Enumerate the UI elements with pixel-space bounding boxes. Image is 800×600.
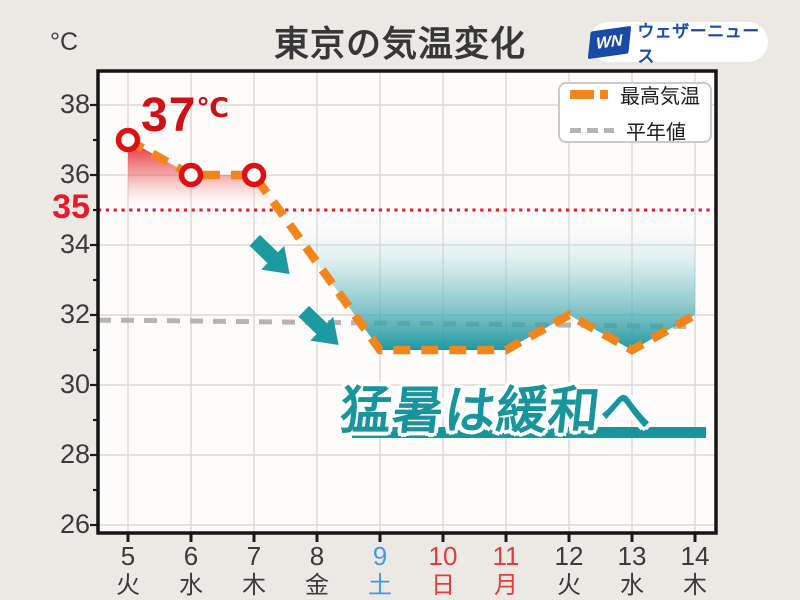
- logo-mark-text: WN: [596, 31, 624, 52]
- legend-label: 最高気温: [620, 86, 700, 108]
- max-temp-line-swatch-icon: [570, 90, 608, 99]
- data-point-marker: [178, 162, 204, 188]
- x-axis-weekday: 月: [494, 572, 518, 599]
- threshold-35-label: 35: [52, 188, 90, 226]
- y-axis-label: 36: [59, 159, 90, 189]
- x-axis-weekday: 水: [179, 572, 203, 599]
- legend-item-normal: 平年値: [570, 116, 700, 145]
- logo-name: ウェザーニュース: [637, 22, 760, 66]
- decline-arrow-icon: [249, 234, 290, 275]
- decline-arrow-icon: [298, 305, 339, 346]
- weathernews-logo: WN ウェザーニュース: [587, 22, 768, 66]
- x-axis-day-number: 10: [428, 541, 458, 571]
- y-axis-label: 26: [59, 509, 90, 539]
- x-axis-day: 13 水: [601, 542, 663, 599]
- peak-unit: ℃: [196, 93, 230, 123]
- legend-item-max-temp: 最高気温: [570, 80, 700, 109]
- legend-label: 平年値: [626, 122, 686, 144]
- peak-temperature-annotation: 37℃: [141, 88, 229, 143]
- x-axis-weekday: 火: [557, 572, 581, 599]
- x-axis-day: 11 月: [475, 542, 537, 599]
- x-axis-day: 10 日: [412, 542, 474, 599]
- x-axis-day-number: 8: [309, 541, 325, 571]
- y-axis-unit: °C: [50, 28, 79, 56]
- heat-easing-message: 猛暑は緩和へ: [337, 382, 656, 439]
- y-axis-label: 34: [59, 229, 90, 259]
- x-axis-day-number: 6: [183, 541, 199, 571]
- message-underline: [352, 427, 706, 438]
- peak-value: 37: [141, 89, 197, 142]
- x-axis-weekday: 日: [431, 572, 455, 599]
- y-axis-label: 30: [59, 369, 90, 399]
- x-axis-weekday: 土: [368, 572, 392, 599]
- data-point-marker: [241, 162, 267, 188]
- page-title: 東京の気温変化: [273, 25, 526, 64]
- y-axis-label: 38: [59, 89, 90, 119]
- cool-teal-fill: [279, 210, 695, 350]
- x-axis-weekday: 火: [116, 572, 140, 599]
- x-axis-day-number: 5: [120, 541, 136, 571]
- x-axis-weekday: 水: [620, 572, 644, 599]
- x-axis-day-number: 11: [492, 541, 520, 571]
- y-axis-label: 28: [59, 439, 90, 469]
- data-point-marker: [115, 127, 141, 153]
- chart-legend: 最高気温 平年値: [558, 80, 712, 145]
- x-axis-day-number: 12: [554, 541, 584, 571]
- x-axis-day-number: 13: [617, 541, 647, 571]
- weathernews-logo-icon: WN: [587, 25, 632, 59]
- x-axis-day: 14 木: [664, 542, 726, 599]
- x-axis-day: 12 火: [538, 542, 600, 599]
- normal-line-swatch-icon: [570, 128, 614, 133]
- x-axis-weekday: 木: [242, 572, 266, 599]
- x-axis-weekday: 金: [305, 572, 329, 599]
- x-axis-weekday: 木: [683, 572, 707, 599]
- x-axis-day-number: 9: [372, 541, 388, 571]
- y-axis-label: 32: [59, 299, 90, 329]
- x-axis-day-number: 7: [246, 541, 262, 571]
- x-axis-day-number: 14: [680, 541, 710, 571]
- plot-border: [96, 69, 718, 535]
